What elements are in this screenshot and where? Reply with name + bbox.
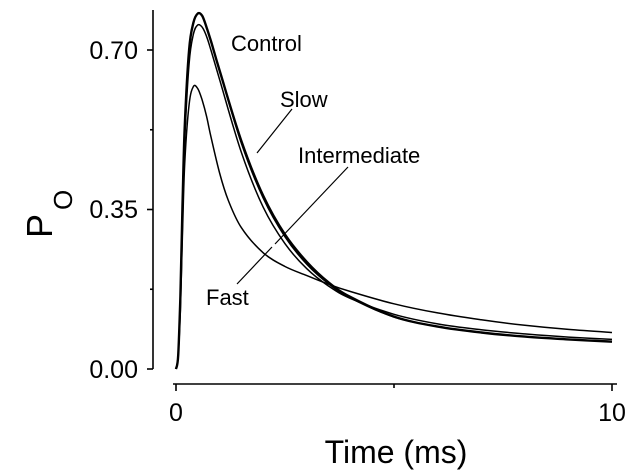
annotation-fast: Fast: [206, 285, 249, 310]
leader-line-fast: [236, 246, 273, 285]
y-tick-label-2: 0.70: [89, 37, 138, 65]
y-axis-title-main: P: [19, 214, 60, 238]
annotation-slow: Slow: [280, 87, 328, 112]
leader-line-slow: [256, 108, 293, 154]
series-line-fast: [175, 84, 613, 370]
x-tick-label-1: 10: [598, 399, 626, 427]
series-line-intermediate: [175, 12, 613, 370]
series-line-control: [174, 11, 613, 370]
y-axis-title: P O: [19, 190, 78, 238]
ticks: [147, 49, 613, 391]
annotation-control: Control: [231, 31, 302, 56]
y-axis-title-sub: O: [48, 190, 78, 210]
y-tick-label-1: 0.35: [89, 196, 138, 224]
x-tick-label-0: 0: [169, 399, 183, 427]
x-axis-title: Time (ms): [325, 434, 468, 470]
y-tick-label-0: 0.00: [89, 356, 138, 384]
leader-line-intermediate: [274, 166, 349, 245]
annotation-intermediate: Intermediate: [298, 143, 420, 168]
